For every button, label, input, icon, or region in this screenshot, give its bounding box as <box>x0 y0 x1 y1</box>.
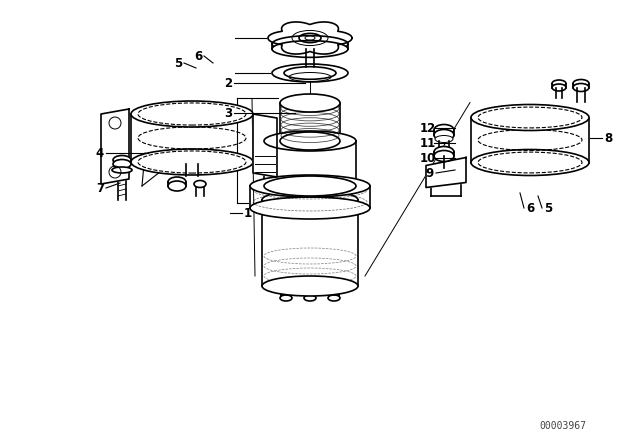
Ellipse shape <box>168 181 186 191</box>
Ellipse shape <box>573 79 589 87</box>
Ellipse shape <box>250 175 370 197</box>
Ellipse shape <box>552 80 566 87</box>
Polygon shape <box>268 22 352 54</box>
Polygon shape <box>101 109 129 184</box>
Text: 10: 10 <box>420 151 436 164</box>
Ellipse shape <box>280 132 340 150</box>
Text: 4: 4 <box>96 146 104 159</box>
Ellipse shape <box>264 131 356 151</box>
Text: 00003967: 00003967 <box>540 421 586 431</box>
Ellipse shape <box>434 129 454 141</box>
Ellipse shape <box>435 135 453 142</box>
Ellipse shape <box>552 84 566 91</box>
Ellipse shape <box>434 125 454 135</box>
Ellipse shape <box>328 295 340 301</box>
Text: 5: 5 <box>544 202 552 215</box>
Ellipse shape <box>113 155 131 164</box>
Ellipse shape <box>112 167 132 173</box>
Ellipse shape <box>471 104 589 130</box>
Ellipse shape <box>264 176 356 196</box>
Text: 6: 6 <box>526 202 534 215</box>
Text: 2: 2 <box>224 77 232 90</box>
Text: 11: 11 <box>420 137 436 150</box>
Ellipse shape <box>434 151 454 161</box>
Polygon shape <box>426 158 466 188</box>
Ellipse shape <box>131 101 253 127</box>
Ellipse shape <box>272 64 348 82</box>
Text: 7: 7 <box>96 181 104 194</box>
Ellipse shape <box>262 190 358 210</box>
Ellipse shape <box>471 150 589 176</box>
Text: 1: 1 <box>244 207 252 220</box>
Text: 12: 12 <box>420 121 436 134</box>
Ellipse shape <box>280 94 340 112</box>
Ellipse shape <box>272 36 348 52</box>
Text: 3: 3 <box>224 107 232 120</box>
Ellipse shape <box>262 276 358 296</box>
Polygon shape <box>253 114 277 177</box>
Ellipse shape <box>113 159 131 168</box>
Ellipse shape <box>168 177 186 187</box>
Text: 9: 9 <box>426 167 434 180</box>
Ellipse shape <box>280 295 292 301</box>
Ellipse shape <box>573 83 589 91</box>
Ellipse shape <box>434 146 454 158</box>
Ellipse shape <box>304 295 316 301</box>
Text: 8: 8 <box>604 132 612 145</box>
Ellipse shape <box>272 41 348 57</box>
Text: 5: 5 <box>174 56 182 69</box>
Ellipse shape <box>194 181 206 188</box>
Ellipse shape <box>131 149 253 175</box>
Ellipse shape <box>250 197 370 219</box>
Text: 6: 6 <box>194 49 202 63</box>
